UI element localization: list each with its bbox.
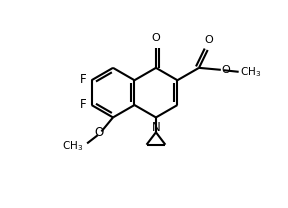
Text: CH$_3$: CH$_3$ xyxy=(240,66,261,79)
Text: F: F xyxy=(80,98,86,110)
Text: F: F xyxy=(80,73,86,86)
Text: O: O xyxy=(95,126,104,139)
Text: CH$_3$: CH$_3$ xyxy=(62,139,84,153)
Text: N: N xyxy=(152,121,161,134)
Text: O: O xyxy=(151,33,160,43)
Text: O: O xyxy=(222,65,230,75)
Text: O: O xyxy=(204,35,213,45)
